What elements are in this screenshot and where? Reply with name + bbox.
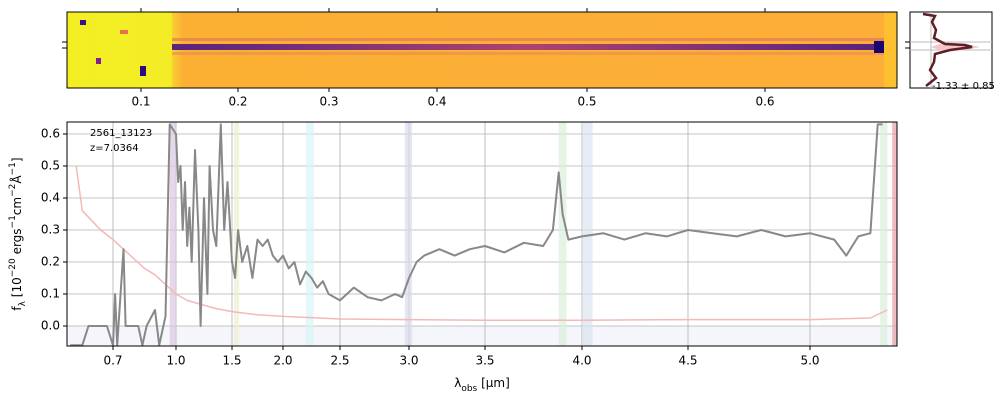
- x-tick-label: 1.0: [166, 354, 185, 368]
- label-part: f: [10, 306, 24, 311]
- y-tick-label: 0.4: [41, 191, 60, 205]
- annotation: z=7.0364: [90, 143, 139, 154]
- label-part: −20: [8, 258, 18, 277]
- x-tick-label: 4.0: [572, 354, 591, 368]
- x-tick-label: 0.7: [103, 354, 122, 368]
- line-band: [234, 122, 240, 346]
- series-line: [75, 165, 888, 321]
- annotation: 2561_13123: [90, 128, 152, 139]
- line-band: [404, 122, 413, 346]
- label-part: −1: [8, 215, 18, 228]
- label-part: [μm]: [477, 376, 510, 390]
- label-part: [10: [10, 277, 24, 301]
- x-tick-label: 0.2: [228, 95, 247, 109]
- x-tick-label: 2.5: [330, 354, 349, 368]
- x-tick-label: 0.1: [131, 95, 150, 109]
- line-band: [305, 122, 314, 346]
- x-tick-label: 3.0: [399, 354, 418, 368]
- x-tick-label: 2.0: [273, 354, 292, 368]
- profile-panel: [905, 11, 993, 89]
- series-line: [70, 123, 883, 346]
- label-part: −1: [8, 162, 18, 175]
- x-tick-label: 0.3: [319, 95, 338, 109]
- label-part: ergs: [10, 228, 24, 258]
- label-part: λ: [18, 300, 28, 306]
- x-axis-label: λobs [μm]: [454, 376, 510, 394]
- label-part: ]: [10, 157, 24, 162]
- plot-frame: [66, 121, 898, 347]
- x-tick-label: 0.6: [755, 95, 774, 109]
- y-axis-label: fλ [10−20 ergs−1cm−2Å−1]: [8, 157, 28, 310]
- line-band: [582, 122, 593, 346]
- label-part: −2: [8, 184, 18, 197]
- zero-fill: [67, 326, 897, 346]
- y-tick-label: 0.0: [41, 319, 60, 333]
- x-tick-label: 5.0: [800, 354, 819, 368]
- y-tick-label: 0.3: [41, 223, 60, 237]
- x-tick-label: 4.5: [678, 354, 697, 368]
- line-band: [880, 122, 888, 346]
- y-tick-label: 0.2: [41, 255, 60, 269]
- x-tick-label: 0.4: [427, 95, 446, 109]
- x-tick-label: 0.5: [577, 95, 596, 109]
- image-panel: [62, 11, 898, 89]
- lines: [70, 123, 888, 346]
- label-part: λ: [454, 376, 461, 390]
- profile-label: -1.33 ± 0.85: [932, 81, 995, 92]
- x-tick-label: 3.5: [475, 354, 494, 368]
- label-part: Å: [9, 175, 24, 184]
- y-tick-label: 0.6: [41, 127, 60, 141]
- x-tick-label: 1.5: [222, 354, 241, 368]
- y-tick-label: 0.5: [41, 159, 60, 173]
- y-tick-label: 0.1: [41, 287, 60, 301]
- line-band: [169, 122, 176, 346]
- label-part: obs: [461, 384, 477, 394]
- label-part: cm: [10, 197, 24, 215]
- line-band: [558, 122, 567, 346]
- bands: [169, 122, 897, 346]
- line-band: [892, 122, 897, 346]
